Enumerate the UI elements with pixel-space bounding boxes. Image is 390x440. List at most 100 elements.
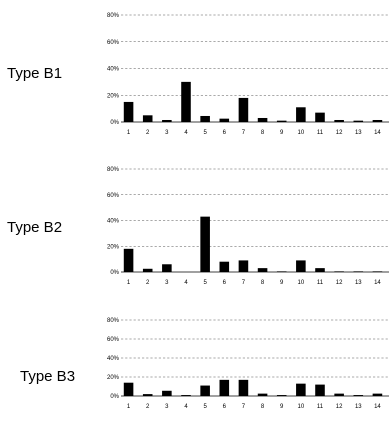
bar	[162, 264, 172, 272]
x-tick-label: 13	[355, 130, 362, 136]
panel-label: Type B3	[20, 368, 75, 385]
y-tick-label: 80%	[107, 13, 120, 19]
bar	[353, 395, 364, 396]
x-tick-label: 2	[146, 280, 150, 286]
bar	[238, 379, 249, 396]
x-tick-label: 1	[127, 130, 131, 136]
bar	[200, 216, 210, 272]
x-tick-label: 8	[261, 404, 265, 410]
chart-panel-1: Type B10%20%40%60%80%1 2 3 4 5 6 7 8 9 10 11 12 13 14	[7, 13, 389, 136]
y-tick-label: 20%	[107, 93, 120, 99]
y-tick-label: 60%	[107, 193, 120, 199]
x-tick-label: 5	[203, 130, 207, 136]
bar	[372, 271, 383, 272]
bar	[123, 248, 134, 272]
bar	[123, 101, 134, 122]
y-tick-label: 0%	[110, 394, 119, 400]
chart-panel-3: Type B30%20%40%60%80%1 2 3 4 5 6 7 8 9 10 11 12 13 14	[20, 318, 389, 410]
bar	[334, 271, 344, 272]
x-tick-label: 14	[374, 280, 381, 286]
x-tick-label: 6	[223, 130, 227, 136]
x-tick-label: 2	[146, 404, 150, 410]
y-tick-label: 40%	[107, 219, 120, 225]
bar	[200, 115, 210, 122]
bar	[238, 97, 249, 122]
x-tick-label: 3	[165, 404, 169, 410]
x-tick-label: 1	[127, 404, 131, 410]
bar	[372, 393, 383, 396]
bar	[162, 390, 172, 396]
x-tick-label: 9	[280, 404, 284, 410]
bar	[315, 384, 325, 396]
bar	[142, 115, 153, 122]
bar	[219, 261, 230, 272]
x-tick-label: 4	[184, 404, 188, 410]
panel-label: Type B1	[7, 65, 62, 82]
x-tick-label: 9	[280, 280, 284, 286]
bar	[162, 119, 172, 122]
bar	[315, 268, 325, 272]
x-tick-label: 6	[223, 404, 227, 410]
x-tick-label: 9	[280, 130, 284, 136]
y-tick-label: 40%	[107, 356, 120, 362]
bar	[123, 382, 134, 396]
y-tick-label: 60%	[107, 40, 120, 46]
bar	[276, 271, 287, 272]
x-tick-label: 11	[317, 130, 324, 136]
x-tick-label: 12	[336, 130, 343, 136]
x-tick-label: 12	[336, 404, 343, 410]
bar	[142, 394, 153, 396]
x-tick-label: 11	[317, 404, 324, 410]
y-tick-label: 0%	[110, 120, 119, 126]
x-tick-label: 1	[127, 280, 131, 286]
bar	[276, 120, 287, 122]
bar	[296, 107, 306, 122]
x-tick-label: 4	[184, 280, 188, 286]
bar	[142, 268, 153, 272]
panel-label: Type B2	[7, 219, 62, 236]
x-tick-label: 11	[317, 280, 324, 286]
y-tick-label: 60%	[107, 337, 120, 343]
bar	[181, 395, 191, 396]
x-tick-label: 2	[146, 130, 150, 136]
bar	[200, 385, 210, 396]
bar	[334, 393, 344, 396]
y-tick-label: 80%	[107, 318, 120, 324]
x-tick-label: 3	[165, 130, 169, 136]
y-tick-label: 0%	[110, 270, 119, 276]
y-tick-label: 20%	[107, 244, 120, 250]
bar	[257, 393, 268, 396]
bar	[257, 268, 268, 272]
x-tick-label: 13	[355, 404, 362, 410]
x-tick-label: 6	[223, 280, 227, 286]
bar	[296, 260, 306, 272]
bar	[181, 81, 191, 122]
y-tick-label: 20%	[107, 375, 120, 381]
x-tick-label: 5	[203, 280, 207, 286]
x-tick-label: 13	[355, 280, 362, 286]
x-tick-label: 10	[298, 130, 305, 136]
bar	[315, 112, 325, 122]
x-tick-label: 14	[374, 404, 381, 410]
x-tick-label: 5	[203, 404, 207, 410]
bar	[334, 119, 344, 122]
chart-panel-2: Type B20%20%40%60%80%1 2 3 4 5 6 7 8 9 10 11 12 13 14	[7, 167, 389, 286]
x-tick-label: 7	[242, 404, 246, 410]
bar	[219, 118, 230, 122]
bar	[353, 120, 364, 122]
x-tick-label: 14	[374, 130, 381, 136]
y-tick-label: 80%	[107, 167, 120, 173]
bar	[353, 271, 364, 272]
x-tick-label: 4	[184, 130, 188, 136]
x-tick-label: 12	[336, 280, 343, 286]
y-tick-label: 40%	[107, 67, 120, 73]
bar	[276, 395, 287, 396]
x-tick-label: 7	[242, 130, 246, 136]
bar	[257, 117, 268, 122]
bar	[219, 379, 230, 396]
bar	[296, 383, 306, 396]
x-tick-label: 10	[298, 404, 305, 410]
x-tick-label: 7	[242, 280, 246, 286]
bar	[238, 260, 249, 272]
